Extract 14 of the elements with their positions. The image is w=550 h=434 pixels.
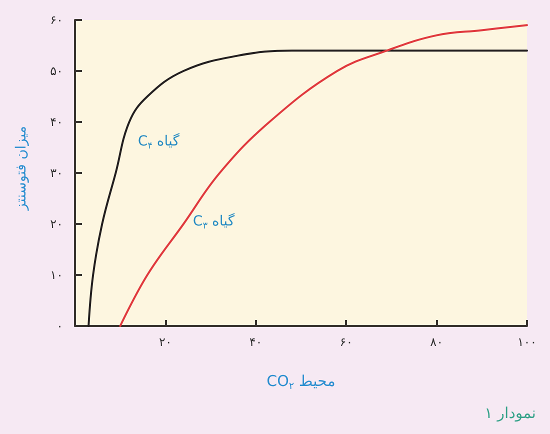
x-tick-label: ۲۰: [158, 335, 172, 349]
y-tick-label: ۲۰: [50, 217, 63, 231]
y-tick-label: ۱۰: [50, 268, 63, 282]
y-tick-label: ۶۰: [50, 13, 63, 27]
y-tick-label: ۰: [56, 319, 63, 333]
y-axis-title: میزان فتوسنتز: [14, 126, 30, 210]
x-tick-label: ۱۰۰: [517, 335, 537, 349]
x-tick-label: ۶۰: [340, 335, 353, 349]
text: نمودار ۱: [484, 404, 536, 422]
y-tick-label: ۳۰: [50, 166, 63, 180]
x-tick-label: ۸۰: [430, 335, 444, 349]
y-tick-label: ۵۰: [50, 64, 63, 78]
x-tick-label: ۴۰: [249, 335, 262, 349]
y-tick-label: ۴۰: [50, 115, 63, 129]
